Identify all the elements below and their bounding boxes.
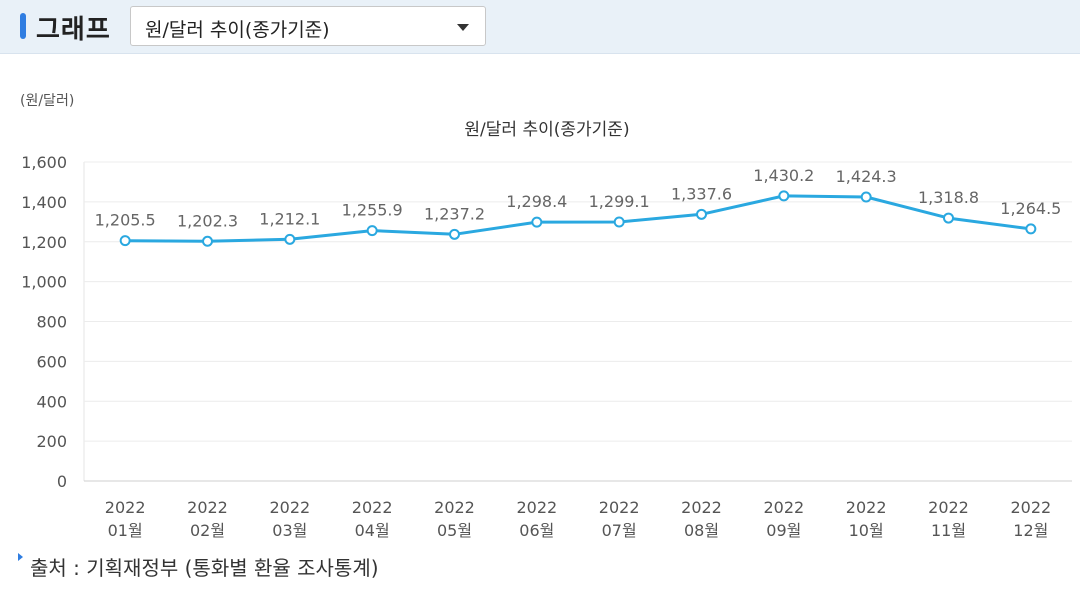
data-label: 1,430.2: [753, 166, 814, 185]
x-tick-label-month: 11월: [931, 521, 966, 540]
y-tick-label: 800: [36, 313, 67, 332]
x-tick-label-year: 2022: [1010, 498, 1051, 517]
header-accent-bar: [20, 13, 26, 39]
x-tick-label-month: 03월: [272, 521, 307, 540]
x-tick-label-month: 06월: [519, 521, 554, 540]
page-title: 그래프: [36, 15, 111, 45]
series-line: [125, 194, 1031, 243]
data-point: [449, 228, 460, 240]
x-tick-label-year: 2022: [187, 498, 228, 517]
data-point: [696, 208, 707, 220]
data-point: [531, 216, 543, 228]
data-label: 1,318.8: [918, 188, 979, 207]
y-tick-label: 400: [36, 392, 67, 411]
y-unit-label: (원/달러): [20, 93, 74, 109]
x-tick-label-year: 2022: [269, 498, 310, 517]
x-tick-label-year: 2022: [434, 498, 475, 517]
data-label: 1,299.1: [589, 192, 650, 211]
chevron-down-icon: [457, 24, 469, 31]
chart-type-select[interactable]: 원/달러 추이(종가기준): [130, 6, 486, 46]
x-tick-label-month: 04월: [355, 521, 390, 540]
x-tick-label-month: 05월: [437, 521, 472, 540]
data-point: [613, 216, 625, 228]
y-tick-label: 1,400: [21, 193, 67, 212]
chart-title: 원/달러 추이(종가기준): [464, 120, 629, 140]
x-tick-label-month: 08월: [684, 521, 719, 540]
data-point: [284, 233, 296, 245]
x-tick-label-month: 10월: [849, 521, 884, 540]
data-point: [202, 235, 213, 247]
x-tick-label-month: 12월: [1013, 521, 1048, 540]
x-tick-label-year: 2022: [105, 498, 146, 517]
data-point: [366, 225, 378, 237]
data-label: 1,337.6: [671, 184, 732, 203]
data-point: [943, 212, 954, 224]
x-tick-label-year: 2022: [516, 498, 557, 517]
data-label: 1,255.9: [342, 201, 403, 220]
x-tick-label-year: 2022: [599, 498, 640, 517]
x-tick-label-month: 07월: [602, 521, 637, 540]
y-tick-label: 200: [36, 432, 67, 451]
x-tick-label-year: 2022: [763, 498, 804, 517]
x-tick-label-year: 2022: [928, 498, 969, 517]
data-label: 1,298.4: [506, 192, 567, 211]
y-tick-label: 0: [57, 472, 67, 491]
data-label: 1,202.3: [177, 211, 238, 230]
data-point: [1025, 223, 1037, 235]
data-point: [119, 235, 131, 247]
x-tick-label-year: 2022: [352, 498, 393, 517]
x-tick-label-month: 01월: [108, 521, 143, 540]
data-label: 1,205.5: [95, 211, 156, 230]
footer-marker-icon: [18, 553, 23, 561]
data-label: 1,424.3: [836, 167, 897, 186]
data-point: [778, 190, 790, 202]
header-bar: 그래프 원/달러 추이(종가기준): [0, 0, 1080, 54]
x-tick-label-year: 2022: [846, 498, 887, 517]
data-label: 1,264.5: [1000, 199, 1061, 218]
x-tick-label-year: 2022: [681, 498, 722, 517]
data-point: [860, 191, 872, 203]
x-tick-label-month: 09월: [766, 521, 801, 540]
y-tick-label: 1,200: [21, 233, 67, 252]
y-tick-label: 1,000: [21, 273, 67, 292]
data-label: 1,237.2: [424, 204, 485, 223]
source-note: 출처 : 기획재정부 (통화별 환율 조사통계): [30, 556, 379, 580]
chart-type-select-value: 원/달러 추이(종가기준): [145, 19, 330, 41]
y-tick-label: 1,600: [21, 153, 67, 172]
x-tick-label-month: 02월: [190, 521, 225, 540]
data-label: 1,212.1: [259, 209, 320, 228]
y-tick-label: 600: [36, 352, 67, 371]
